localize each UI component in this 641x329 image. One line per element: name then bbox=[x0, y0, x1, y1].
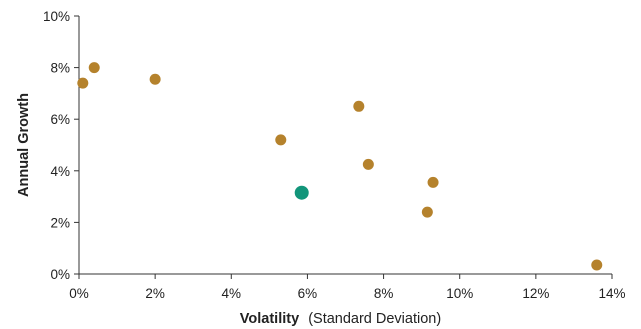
x-tick-label: 6% bbox=[298, 286, 318, 301]
x-tick-label: 8% bbox=[374, 286, 394, 301]
x-axis-ticks: 0% 2% 4% 6% 8% 10% 12% 14% bbox=[69, 274, 625, 301]
x-tick-label: 14% bbox=[598, 286, 625, 301]
data-point bbox=[428, 177, 439, 188]
x-tick-label: 4% bbox=[222, 286, 242, 301]
y-tick-label: 10% bbox=[43, 9, 70, 24]
data-point bbox=[77, 78, 88, 89]
data-point bbox=[150, 74, 161, 85]
data-point bbox=[422, 207, 433, 218]
y-tick-label: 4% bbox=[50, 164, 70, 179]
x-axis-title-rest: (Standard Deviation) bbox=[308, 311, 441, 327]
x-axis-title: Volatility (Standard Deviation) bbox=[240, 311, 441, 327]
data-point bbox=[89, 62, 100, 73]
axes bbox=[79, 16, 612, 274]
x-tick-label: 0% bbox=[69, 286, 89, 301]
data-point bbox=[353, 101, 364, 112]
data-point bbox=[275, 134, 286, 145]
y-tick-label: 2% bbox=[50, 215, 70, 230]
y-tick-label: 6% bbox=[50, 112, 70, 127]
x-tick-label: 10% bbox=[446, 286, 473, 301]
data-point bbox=[295, 186, 309, 200]
y-tick-label: 8% bbox=[50, 61, 70, 76]
y-tick-label: 0% bbox=[50, 267, 70, 282]
data-point bbox=[363, 159, 374, 170]
data-point bbox=[591, 259, 602, 270]
y-axis-title: Annual Growth bbox=[16, 93, 32, 197]
y-axis-ticks: 0% 2% 4% 6% 8% 10% bbox=[43, 9, 79, 282]
x-axis-title-bold: Volatility bbox=[240, 311, 299, 327]
x-tick-label: 12% bbox=[522, 286, 549, 301]
x-tick-label: 2% bbox=[145, 286, 165, 301]
data-points bbox=[77, 62, 602, 270]
